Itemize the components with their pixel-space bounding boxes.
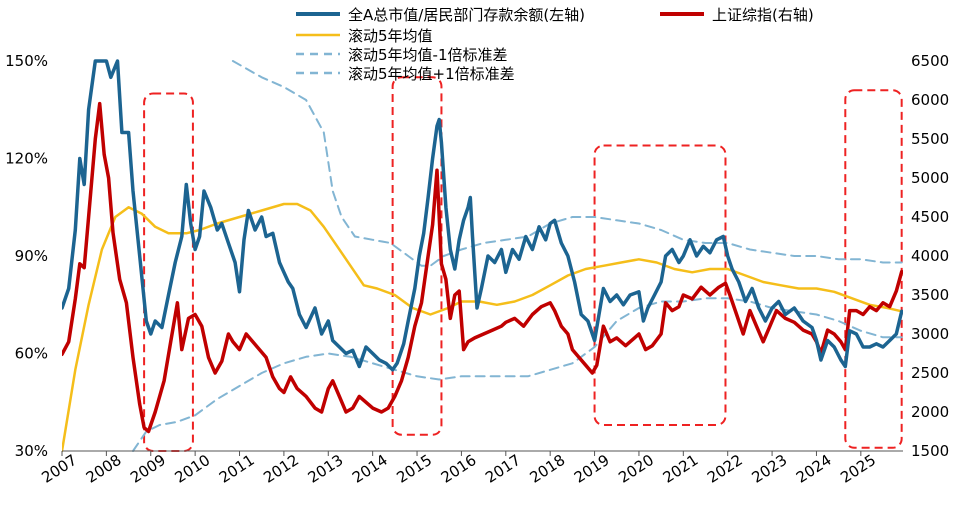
x-tick-label: 2022 (704, 451, 746, 487)
x-tick-label: 2010 (172, 451, 214, 487)
y-right-tick-label: 2500 (911, 364, 949, 382)
y-left-tick-label: 60% (15, 345, 48, 363)
y-left-tick-label: 150% (5, 52, 48, 70)
x-tick-label: 2024 (793, 451, 835, 487)
x-tick-label: 2023 (748, 451, 790, 487)
highlight-box-1 (143, 92, 194, 452)
y-right-tick-label: 5500 (911, 130, 949, 148)
series-line-ma5 (62, 202, 903, 453)
x-tick-label: 2009 (127, 451, 169, 487)
y-right-tick-label: 4500 (911, 208, 949, 226)
highlight-boxes (143, 76, 903, 452)
legend-label-ma5: 滚动5年均值 (348, 27, 433, 45)
y-left-tick-label: 120% (5, 150, 48, 168)
y-right-tick-label: 6000 (911, 91, 949, 109)
y-right-tick-label: 1500 (911, 442, 949, 460)
x-tick-label: 2017 (482, 451, 524, 487)
x-tick-label: 2012 (260, 451, 302, 487)
highlight-box-3 (593, 144, 727, 426)
y-right-tick-label: 5000 (911, 169, 949, 187)
x-tick-label: 2025 (837, 451, 879, 487)
x-tick-label: 2014 (349, 451, 391, 487)
y-right-tick-label: 3000 (911, 325, 949, 343)
x-tick-label: 2020 (615, 451, 657, 487)
legend-label-ma_plus: 滚动5年均值+1倍标准差 (348, 65, 515, 83)
x-tick-label: 2016 (438, 451, 480, 487)
y-right-tick-label: 3500 (911, 286, 949, 304)
y-right-tick-label: 6500 (911, 52, 949, 70)
x-tick-label: 2013 (305, 451, 347, 487)
legend: 全A总市值/居民部门存款余额(左轴) 上证综指(右轴) 滚动5年均值滚动5年均值-1… (296, 6, 814, 83)
x-tick-label: 2008 (83, 451, 125, 487)
highlight-box-4 (844, 89, 903, 449)
legend-label-ratio: 全A总市值/居民部门存款余额(左轴) (348, 6, 585, 24)
series-line-ma_plus (231, 60, 903, 267)
y-right-tick-label: 2000 (911, 403, 949, 421)
y-left-tick-label: 30% (15, 442, 48, 460)
x-tick-label: 2011 (216, 451, 258, 487)
series-line-ratio (62, 59, 903, 372)
series-line-index (62, 101, 903, 434)
series-layer (62, 59, 903, 453)
x-tick-label: 2015 (393, 451, 435, 487)
y-right-tick-label: 4000 (911, 247, 949, 265)
legend-label-index: 上证综指(右轴) (712, 6, 814, 24)
axes: 30% 60% 90% 120% 150% 1500 2000 2500 3000 3500 400… (5, 52, 949, 487)
y-left-tick-label: 90% (15, 247, 48, 265)
x-tick-label: 2021 (660, 451, 702, 487)
legend-label-ma_minus: 滚动5年均值-1倍标准差 (348, 46, 508, 64)
x-tick-label: 2019 (571, 451, 613, 487)
x-tick-label: 2018 (527, 451, 569, 487)
